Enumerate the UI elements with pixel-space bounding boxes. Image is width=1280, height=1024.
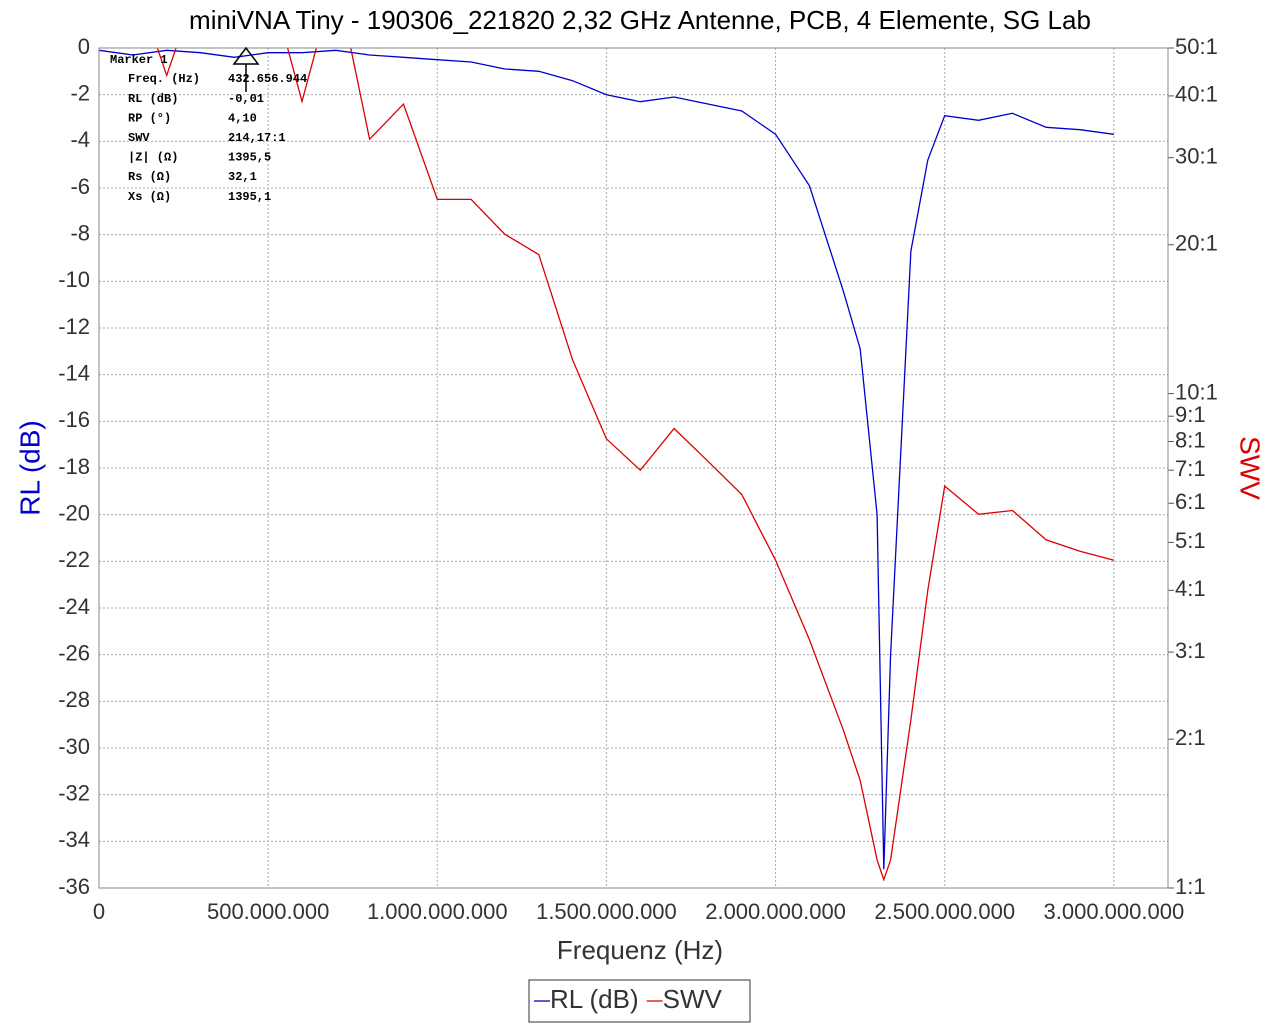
marker-label: SWV bbox=[128, 131, 150, 145]
x-tick-label: 500.000.000 bbox=[207, 899, 329, 924]
y2-tick-label: 9:1 bbox=[1175, 402, 1206, 427]
y2-tick-label: 50:1 bbox=[1175, 34, 1218, 59]
y-tick-label: 0 bbox=[78, 34, 90, 59]
x-tick-label: 2.500.000.000 bbox=[874, 899, 1015, 924]
y-tick-label: -30 bbox=[58, 734, 90, 759]
marker-label: |Z| (Ω) bbox=[128, 151, 178, 165]
marker-value: 32,1 bbox=[228, 170, 257, 184]
y2-tick-label: 4:1 bbox=[1175, 576, 1206, 601]
series-line bbox=[156, 48, 1115, 882]
y2-tick-label: 1:1 bbox=[1175, 874, 1206, 899]
x-tick-label: 3.000.000.000 bbox=[1044, 899, 1185, 924]
y-tick-label: -20 bbox=[58, 500, 90, 525]
y2-tick-label: 8:1 bbox=[1175, 427, 1206, 452]
y2-tick-label: 30:1 bbox=[1175, 143, 1218, 168]
marker-value: 1395,1 bbox=[228, 190, 271, 204]
x-tick-label: 0 bbox=[93, 899, 105, 924]
y2-axis-label: SWV bbox=[1235, 436, 1266, 500]
legend-label: RL (dB) bbox=[550, 984, 639, 1014]
y2-tick-label: 3:1 bbox=[1175, 638, 1206, 663]
y2-tick-label: 2:1 bbox=[1175, 725, 1206, 750]
y-tick-label: -16 bbox=[58, 407, 90, 432]
plot-lines bbox=[99, 48, 1115, 882]
marker-title: Marker 1 bbox=[110, 53, 168, 67]
marker-label: RP (°) bbox=[128, 111, 171, 125]
y-tick-label: -32 bbox=[58, 780, 90, 805]
y-axis-label: RL (dB) bbox=[14, 420, 45, 515]
grid: 0 500.000.000 1.000.000.000 1.500.000.000 2.… bbox=[58, 34, 1218, 924]
marker-label: Xs (Ω) bbox=[128, 190, 171, 204]
marker-box: Marker 1 Freq. (Hz) 432.656.944 RL (dB) -0,0… bbox=[110, 46, 307, 204]
y-tick-label: -8 bbox=[70, 220, 90, 245]
y-tick-label: -34 bbox=[58, 827, 90, 852]
y-tick-label: -2 bbox=[70, 80, 90, 105]
y2-tick-label: 7:1 bbox=[1175, 456, 1206, 481]
y2-tick-label: 10:1 bbox=[1175, 379, 1218, 404]
y-tick-label: -14 bbox=[58, 360, 90, 385]
plot-frame bbox=[98, 47, 1169, 889]
marker-value: -0,01 bbox=[228, 92, 264, 106]
y-tick-label: -26 bbox=[58, 640, 90, 665]
x-tick-label: 2.000.000.000 bbox=[705, 899, 846, 924]
y2-tick-label: 6:1 bbox=[1175, 489, 1206, 514]
x-tick-label: 1.000.000.000 bbox=[367, 899, 508, 924]
x-axis-label: Frequenz (Hz) bbox=[557, 935, 723, 965]
y-tick-label: -18 bbox=[58, 454, 90, 479]
chart-title: miniVNA Tiny - 190306_221820 2,32 GHz An… bbox=[189, 5, 1091, 35]
marker-value: 432.656.944 bbox=[228, 72, 307, 86]
legend-frame bbox=[528, 979, 751, 1023]
marker-arrow bbox=[232, 46, 260, 92]
y-tick-label: -12 bbox=[58, 314, 90, 339]
y-tick-label: -22 bbox=[58, 547, 90, 572]
marker-value: 1395,5 bbox=[228, 151, 271, 165]
y2-tick-label: 5:1 bbox=[1175, 528, 1206, 553]
marker-value: 4,10 bbox=[228, 111, 257, 125]
y2-tick-label: 20:1 bbox=[1175, 231, 1218, 256]
y-tick-label: -10 bbox=[58, 267, 90, 292]
legend: RL (dB) SWV bbox=[528, 979, 751, 1023]
y-tick-label: -36 bbox=[58, 874, 90, 899]
y-tick-label: -24 bbox=[58, 594, 90, 619]
marker-label: RL (dB) bbox=[128, 92, 178, 106]
marker-label: Freq. (Hz) bbox=[128, 72, 200, 86]
y-tick-label: -28 bbox=[58, 687, 90, 712]
y-tick-label: -4 bbox=[70, 127, 90, 152]
legend-label: SWV bbox=[663, 984, 723, 1014]
marker-value: 214,17:1 bbox=[228, 131, 286, 145]
x-tick-label: 1.500.000.000 bbox=[536, 899, 677, 924]
series-line bbox=[99, 49, 1114, 870]
y2-tick-label: 40:1 bbox=[1175, 82, 1218, 107]
y-tick-label: -6 bbox=[70, 174, 90, 199]
marker-label: Rs (Ω) bbox=[128, 170, 171, 184]
